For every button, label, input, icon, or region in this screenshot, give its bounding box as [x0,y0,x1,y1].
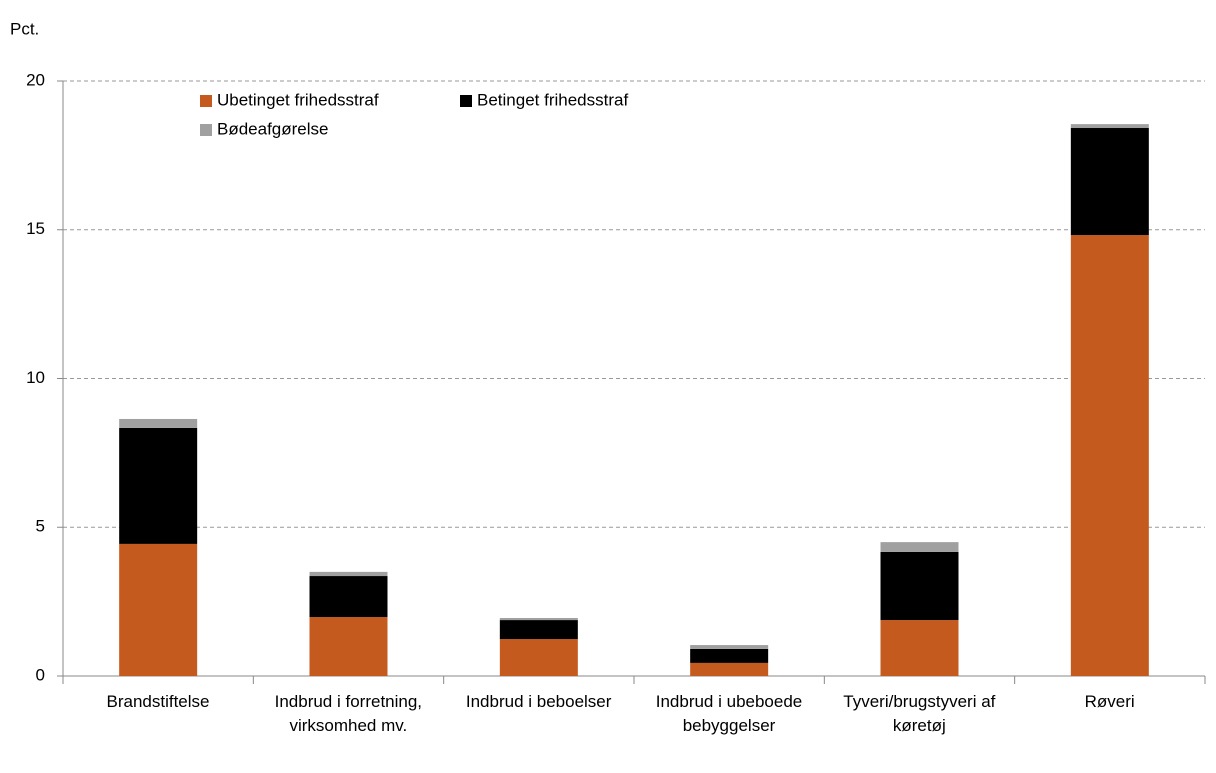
x-tick-label: Indbrud i beboelser [465,692,612,711]
bar-segment [880,620,959,676]
legend-swatch [200,124,212,136]
bar-segment [880,542,959,552]
x-tick-label: Indbrud i forretning, virksomhed mv. [274,692,423,735]
bar-segment [119,418,198,428]
bar-segment [1070,128,1149,236]
y-tick-label: 15 [26,219,45,238]
legend-label: Bødeafgørelse [217,119,329,138]
bar-segment [119,543,198,676]
bar-segment [690,648,769,663]
legend-label: Betinget frihedsstraf [477,90,628,109]
bar-segment [499,620,578,640]
bar-segment [499,617,578,621]
bar-segment [499,639,578,676]
y-axis-label: Pct. [10,19,39,38]
bar-segment [690,645,769,649]
legend-label: Ubetinget frihedsstraf [217,90,379,109]
bar-segment [309,571,388,577]
bar-segment [1070,124,1149,129]
bar-segment [119,427,198,544]
legend-swatch [200,95,212,107]
bar-segment [1070,235,1149,677]
x-tick-label: Tyveri/brugstyveri af køretøj [843,692,996,735]
x-tick-label: Indbrud i ubeboede bebyggelser [655,692,803,735]
bar-segment [309,576,388,618]
y-tick-label: 0 [36,665,45,684]
y-tick-label: 5 [36,517,45,536]
bar-segment [690,662,769,676]
x-tick-label: Brandstiftelse [106,692,210,711]
x-tick-label: Røveri [1084,692,1135,711]
legend-swatch [460,95,472,107]
bar-segment [880,551,959,621]
y-tick-label: 20 [26,70,45,89]
bar-segment [309,617,388,676]
y-tick-label: 10 [26,368,45,387]
